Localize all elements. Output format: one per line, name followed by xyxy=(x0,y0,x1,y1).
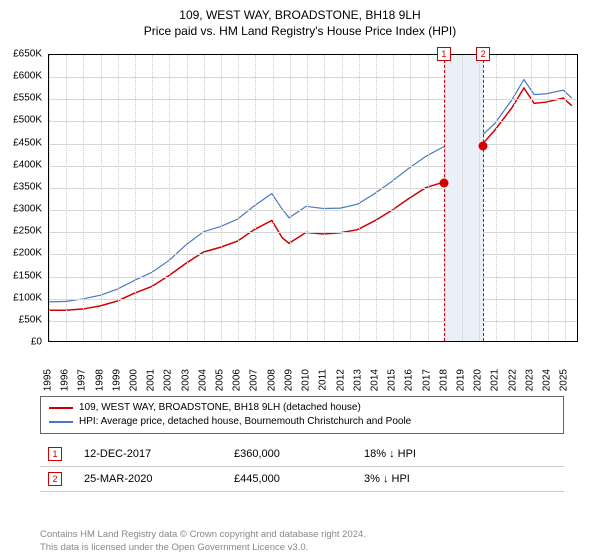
marker-box: 2 xyxy=(476,47,490,61)
y-tick-label: £200K xyxy=(13,248,42,259)
y-tick-label: £500K xyxy=(13,115,42,126)
sale-marker: 2 xyxy=(48,472,62,486)
y-tick-label: £550K xyxy=(13,93,42,104)
legend-label: 109, WEST WAY, BROADSTONE, BH18 9LH (det… xyxy=(79,401,361,415)
y-tick-label: £350K xyxy=(13,181,42,192)
y-tick-label: £150K xyxy=(13,270,42,281)
y-tick-label: £50K xyxy=(19,314,42,325)
x-tick-label: 2009 xyxy=(283,369,294,391)
footer-line-2: This data is licensed under the Open Gov… xyxy=(40,542,564,554)
y-axis: £0£50K£100K£150K£200K£250K£300K£350K£400… xyxy=(0,54,44,342)
legend-swatch xyxy=(49,421,73,423)
legend-swatch xyxy=(49,407,73,409)
y-tick-label: £600K xyxy=(13,71,42,82)
x-tick-label: 1995 xyxy=(43,369,54,391)
y-tick-label: £650K xyxy=(13,49,42,60)
chart-container: £0£50K£100K£150K£200K£250K£300K£350K£400… xyxy=(48,54,578,380)
sale-date: 12-DEC-2017 xyxy=(76,442,226,467)
sale-price: £445,000 xyxy=(226,467,356,492)
legend: 109, WEST WAY, BROADSTONE, BH18 9LH (det… xyxy=(40,396,564,434)
table-row: 2 25-MAR-2020£445,0003% ↓ HPI xyxy=(40,467,564,492)
x-tick-label: 2010 xyxy=(301,369,312,391)
sale-diff: 18% ↓ HPI xyxy=(356,442,564,467)
table-row: 1 12-DEC-2017£360,00018% ↓ HPI xyxy=(40,442,564,467)
x-tick-label: 1996 xyxy=(60,369,71,391)
sale-marker: 1 xyxy=(48,447,62,461)
x-tick-label: 2017 xyxy=(421,369,432,391)
x-tick-label: 2012 xyxy=(335,369,346,391)
marker-dot xyxy=(439,179,448,188)
marker-dot xyxy=(479,141,488,150)
x-tick-label: 2004 xyxy=(197,369,208,391)
legend-label: HPI: Average price, detached house, Bour… xyxy=(79,415,411,429)
y-tick-label: £300K xyxy=(13,204,42,215)
x-tick-label: 2011 xyxy=(318,369,329,391)
page-subtitle: Price paid vs. HM Land Registry's House … xyxy=(0,24,600,38)
x-tick-label: 2008 xyxy=(266,369,277,391)
x-tick-label: 2000 xyxy=(129,369,140,391)
x-tick-label: 2005 xyxy=(215,369,226,391)
legend-container: 109, WEST WAY, BROADSTONE, BH18 9LH (det… xyxy=(40,396,564,434)
x-tick-label: 2002 xyxy=(163,369,174,391)
footer-line-1: Contains HM Land Registry data © Crown c… xyxy=(40,529,564,541)
x-tick-label: 2019 xyxy=(455,369,466,391)
y-tick-label: £0 xyxy=(31,337,42,348)
x-tick-label: 2013 xyxy=(352,369,363,391)
sales-table: 1 12-DEC-2017£360,00018% ↓ HPI 2 25-MAR-202… xyxy=(40,442,564,492)
marker-box: 1 xyxy=(437,47,451,61)
footer-attribution: Contains HM Land Registry data © Crown c… xyxy=(40,529,564,554)
x-tick-label: 2016 xyxy=(404,369,415,391)
x-tick-label: 2014 xyxy=(369,369,380,391)
highlight-band xyxy=(444,55,483,341)
x-tick-label: 2007 xyxy=(249,369,260,391)
x-tick-label: 2025 xyxy=(559,369,570,391)
x-tick-label: 2022 xyxy=(507,369,518,391)
y-tick-label: £250K xyxy=(13,226,42,237)
marker-line xyxy=(483,55,484,341)
legend-row: 109, WEST WAY, BROADSTONE, BH18 9LH (det… xyxy=(49,401,555,415)
x-tick-label: 2003 xyxy=(180,369,191,391)
x-tick-label: 2024 xyxy=(542,369,553,391)
legend-row: HPI: Average price, detached house, Bour… xyxy=(49,415,555,429)
series-hpi xyxy=(49,80,572,302)
x-tick-label: 2006 xyxy=(232,369,243,391)
x-tick-label: 2015 xyxy=(387,369,398,391)
x-tick-label: 2001 xyxy=(146,369,157,391)
plot-area: 12 xyxy=(48,54,578,342)
x-tick-label: 1998 xyxy=(94,369,105,391)
x-tick-label: 2020 xyxy=(473,369,484,391)
x-tick-label: 2023 xyxy=(524,369,535,391)
sale-diff: 3% ↓ HPI xyxy=(356,467,564,492)
x-tick-label: 2018 xyxy=(438,369,449,391)
x-tick-label: 1997 xyxy=(77,369,88,391)
x-tick-label: 1999 xyxy=(111,369,122,391)
x-axis: 1995199619971998199920002001200220032004… xyxy=(48,342,578,380)
x-tick-label: 2021 xyxy=(490,369,501,391)
y-tick-label: £100K xyxy=(13,292,42,303)
y-tick-label: £400K xyxy=(13,159,42,170)
marker-line xyxy=(444,55,445,341)
sale-date: 25-MAR-2020 xyxy=(76,467,226,492)
sale-price: £360,000 xyxy=(226,442,356,467)
y-tick-label: £450K xyxy=(13,137,42,148)
page-title: 109, WEST WAY, BROADSTONE, BH18 9LH xyxy=(0,8,600,22)
